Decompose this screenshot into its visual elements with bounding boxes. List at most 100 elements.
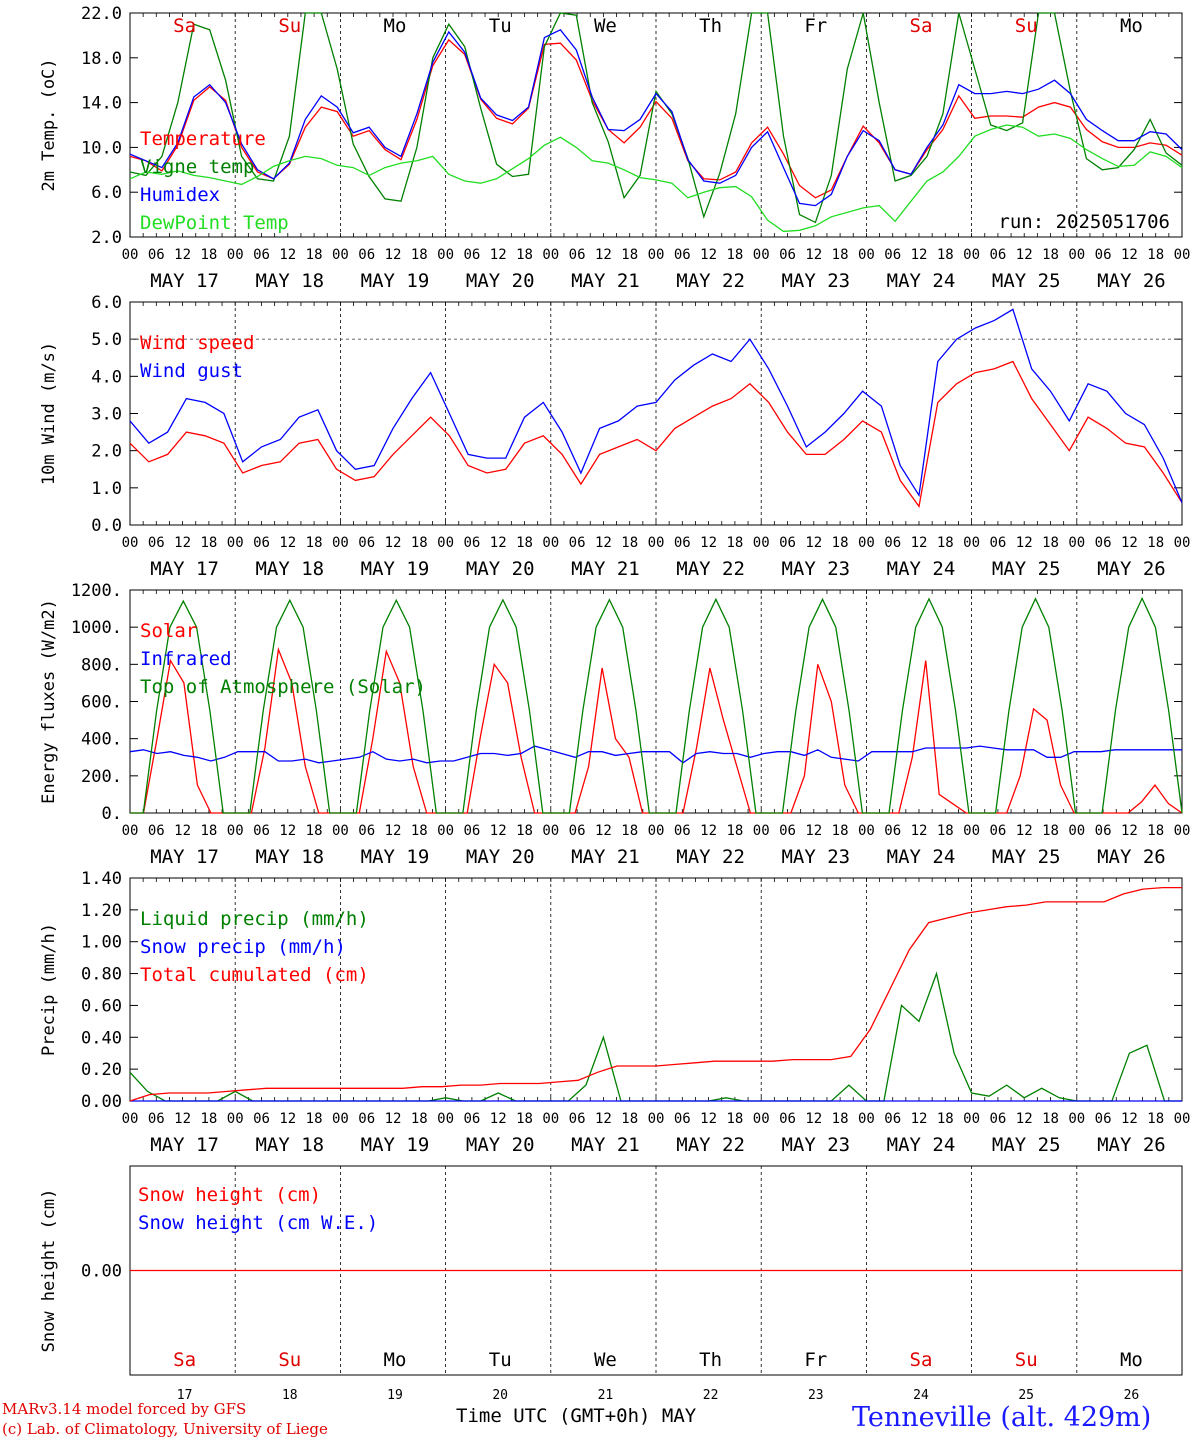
day-label: MAY 23 [781,558,850,580]
hour-label: 00 [542,535,559,551]
day-number: 21 [598,1388,614,1403]
legend-entry: Snow precip (mm/h) [140,936,346,958]
hour-label: 12 [911,247,928,263]
weekday-label: Fr [804,15,827,37]
hour-label: 00 [1068,247,1085,263]
hour-label: 12 [805,247,822,263]
weekday-label: Tu [489,15,512,37]
hour-label: 18 [621,1111,638,1127]
hour-label: 00 [963,823,980,839]
day-label: MAY 26 [1097,558,1166,580]
day-number: 23 [808,1388,824,1403]
model-credit: MARv3.14 model forced by GFS [2,1400,247,1418]
weekday-label: Mo [384,15,407,37]
day-label: MAY 25 [992,558,1061,580]
hour-label: 18 [937,535,954,551]
day-label: MAY 22 [676,846,745,868]
legend-entry: Solar [140,620,197,642]
day-number: 19 [387,1388,403,1403]
weekday-label: Su [1015,15,1038,37]
hour-label: 18 [200,247,217,263]
day-label: MAY 26 [1097,1134,1166,1156]
hour-label: 12 [1121,1111,1138,1127]
day-label: MAY 21 [571,1134,640,1156]
hour-label: 12 [1121,535,1138,551]
legend-entry: Vigne temp [140,156,254,178]
day-label: MAY 24 [887,1134,956,1156]
day-label: MAY 23 [781,1134,850,1156]
hour-label: 18 [832,1111,849,1127]
hour-label: 06 [148,535,165,551]
hour-label: 18 [411,247,428,263]
y-tick-label: 0. [102,804,122,824]
day-label: MAY 20 [466,558,535,580]
weekday-label: Su [278,15,301,37]
hour-label: 06 [148,247,165,263]
hour-label: 12 [805,823,822,839]
x-axis-title: Time UTC (GMT+0h) MAY [456,1405,696,1427]
legend-entry: Humidex [140,184,220,206]
hour-label: 00 [437,535,454,551]
hour-label: 00 [858,535,875,551]
weekday-label: Th [699,15,722,37]
hour-label: 00 [753,535,770,551]
hour-label: 18 [726,1111,743,1127]
hour-label: 00 [1174,1111,1191,1127]
y-tick-label: 0.00 [81,1262,122,1282]
hour-label: 12 [490,247,507,263]
hour-label: 00 [648,823,665,839]
hour-label: 00 [753,823,770,839]
hour-label: 00 [753,247,770,263]
hour-label: 12 [1016,823,1033,839]
hour-label: 18 [200,535,217,551]
hour-label: 12 [595,535,612,551]
hour-label: 18 [516,535,533,551]
day-label: MAY 25 [992,1134,1061,1156]
hour-label: 18 [411,535,428,551]
y-axis-title: 10m Wind (m/s) [39,342,59,485]
y-tick-label: 5.0 [91,330,122,350]
day-label: MAY 20 [466,846,535,868]
day-number: 25 [1018,1388,1034,1403]
legend-entry: Snow height (cm W.E.) [138,1212,378,1234]
hour-label: 00 [1068,823,1085,839]
weekday-label: Fr [804,1349,827,1371]
hour-label: 12 [385,823,402,839]
y-tick-label: 0.40 [81,1028,122,1048]
hour-label: 00 [122,823,139,839]
hour-label: 12 [279,535,296,551]
day-label: MAY 23 [781,270,850,292]
panel-1-frame [129,301,1183,526]
run-label: run: 2025051706 [998,211,1170,233]
hour-label: 18 [1147,535,1164,551]
hour-label: 18 [1147,247,1164,263]
legend-entry: Wind speed [140,332,254,354]
hour-label: 06 [884,535,901,551]
hour-label: 00 [332,823,349,839]
hour-label: 06 [569,535,586,551]
y-tick-label: 1.20 [81,901,122,921]
y-tick-label: 800. [81,655,122,675]
day-label: MAY 18 [255,270,324,292]
day-label: MAY 21 [571,558,640,580]
y-tick-label: 200. [81,767,122,787]
day-label: MAY 24 [887,846,956,868]
weekday-label: Th [699,1349,722,1371]
hour-label: 00 [858,247,875,263]
hour-label: 12 [911,823,928,839]
hour-label: 00 [858,1111,875,1127]
hour-label: 18 [726,247,743,263]
lab-credit: (c) Lab. of Climatology, University of L… [2,1420,328,1438]
hour-label: 12 [1016,247,1033,263]
day-number: 17 [177,1388,193,1403]
hour-label: 06 [884,823,901,839]
hour-label: 06 [463,1111,480,1127]
series-dewpoint-temp [129,124,1183,233]
hour-label: 06 [253,535,270,551]
hour-label: 06 [674,535,691,551]
hour-label: 18 [306,535,323,551]
hour-label: 18 [1042,247,1059,263]
hour-label: 00 [648,535,665,551]
legend-entry: Liquid precip (mm/h) [140,908,369,930]
day-label: MAY 26 [1097,270,1166,292]
